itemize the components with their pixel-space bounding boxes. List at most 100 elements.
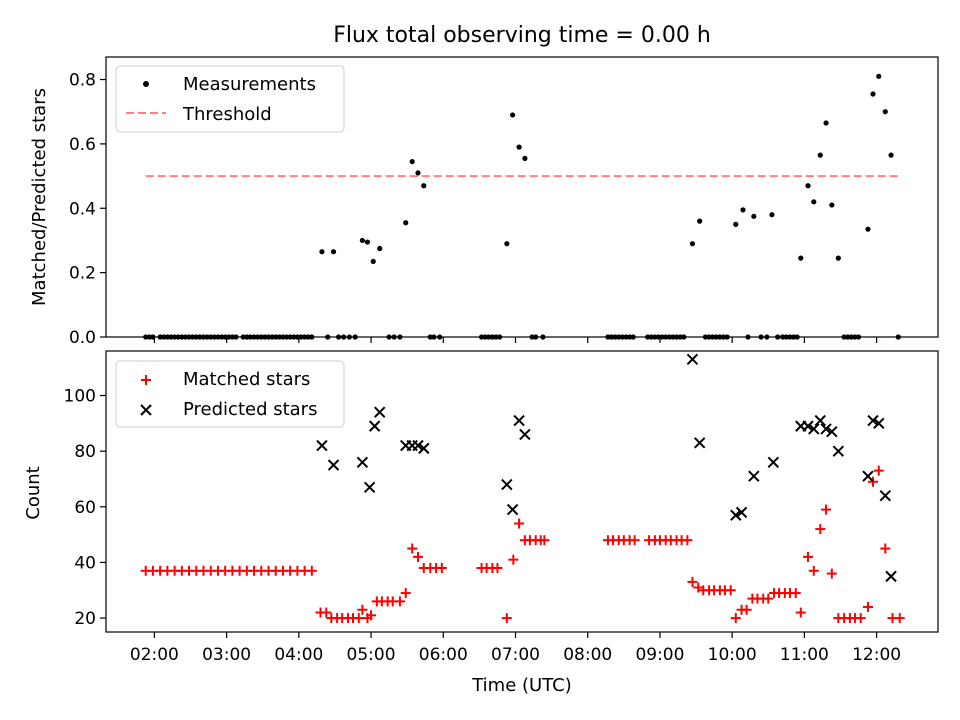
measurement-point: [330, 249, 337, 255]
legend-threshold-label: Threshold: [182, 104, 272, 125]
predicted-star-point: [885, 570, 897, 583]
matched-star-point: [306, 565, 317, 576]
measurement-point: [510, 112, 516, 118]
measurement-point: [882, 109, 888, 115]
x-tick-label: 12:00: [852, 645, 901, 665]
bottom-plot-marks: [140, 353, 905, 624]
x-tick-label: 11:00: [780, 645, 829, 665]
measurement-point: [421, 183, 427, 189]
legend-predicted-label: Predicted stars: [183, 399, 317, 420]
matched-star-point: [795, 607, 806, 618]
matched-legend-marker: [141, 375, 151, 385]
measurement-point: [740, 207, 746, 213]
matched-star-point: [514, 518, 525, 529]
bottom-x-ticks: 02:00 03:00 04:00 05:00 06:00 07:00 08:00 09:00…: [130, 632, 901, 665]
measurement-point: [522, 155, 528, 161]
matched-star-point: [629, 535, 640, 546]
measurement-point: [876, 73, 882, 79]
top-panel: Flux total observing time = 0.00 h Match…: [29, 23, 939, 348]
measurement-point: [811, 199, 817, 205]
matched-star-point: [682, 535, 693, 546]
x-tick-label: 09:00: [635, 645, 684, 665]
measurement-point: [823, 120, 829, 126]
chart-title: Flux total observing time = 0.00 h: [333, 23, 711, 48]
x-tick-label: 04:00: [274, 645, 323, 665]
matched-star-point: [868, 476, 878, 487]
measurement-point: [504, 241, 510, 247]
top-y-axis-label: Matched/Predicted stars: [29, 88, 50, 306]
predicted-star-point: [832, 445, 845, 457]
matched-star-point: [687, 576, 698, 587]
top-y-tick-label: 0.8: [69, 71, 96, 91]
predicted-star-point: [693, 437, 706, 449]
measurement-point: [835, 255, 841, 261]
measurement-point: [798, 255, 804, 261]
matched-star-point: [413, 551, 423, 562]
predicted-star-point: [767, 456, 780, 468]
top-axes-frame: [105, 56, 939, 338]
predicted-star-point: [735, 506, 748, 519]
x-tick-label: 03:00: [202, 645, 251, 665]
matched-star-point: [366, 610, 377, 621]
predicted-star-point: [501, 478, 513, 491]
predicted-star-point: [513, 414, 525, 427]
matched-star-point: [436, 563, 447, 574]
measurement-point: [319, 249, 325, 255]
matched-star-point: [693, 582, 704, 593]
predicted-star-point: [368, 420, 381, 432]
measurement-point: [829, 202, 835, 208]
bottom-y-tick-label: 20: [74, 609, 96, 629]
measurements-legend-marker: [143, 81, 149, 87]
measurement-point: [769, 212, 775, 218]
bottom-y-tick-label: 100: [64, 387, 96, 407]
predicted-star-point: [820, 423, 832, 435]
top-y-tick-label: 0.0: [69, 328, 96, 348]
measurement-point: [870, 91, 876, 97]
x-tick-label: 05:00: [347, 645, 396, 665]
x-tick-label: 08:00: [563, 645, 612, 665]
top-legend: Measurements Threshold: [115, 65, 345, 133]
bottom-y-ticks: 20 40 60 80 100: [64, 387, 106, 629]
predicted-star-point: [412, 439, 424, 452]
measurement-point: [415, 170, 421, 176]
top-legend-box: [115, 65, 345, 133]
top-x-ticks: [153, 337, 878, 343]
predicted-star-point: [802, 420, 814, 432]
bottom-axes-frame: [105, 350, 939, 633]
matched-star-point: [539, 535, 550, 546]
matched-star-point: [808, 565, 819, 576]
matched-star-point: [501, 613, 512, 624]
measurement-point: [697, 218, 703, 224]
predicted-star-point: [418, 442, 430, 455]
predicted-star-point: [879, 489, 891, 502]
matched-star-point: [492, 563, 503, 574]
measurement-point: [516, 144, 522, 150]
measurement-point: [377, 245, 383, 252]
matched-star-point: [815, 524, 826, 535]
top-y-ticks: 0.0 0.2 0.4 0.6 0.8: [69, 71, 106, 348]
predicted-star-point: [327, 459, 340, 471]
matched-star-point: [763, 593, 774, 604]
top-y-tick-label: 0.6: [69, 135, 96, 155]
predicted-legend-marker: [140, 404, 152, 416]
top-y-tick-label: 0.4: [69, 199, 96, 219]
matched-star-point: [790, 588, 801, 599]
predicted-star-point: [506, 503, 519, 516]
measurement-point: [403, 220, 409, 226]
predicted-star-point: [748, 470, 760, 482]
matched-star-point: [353, 613, 364, 624]
predicted-star-point: [686, 353, 699, 366]
predicted-star-point: [867, 414, 879, 427]
x-axis-label: Time (UTC): [471, 675, 572, 696]
predicted-star-point: [519, 428, 531, 441]
matched-star-point: [741, 604, 752, 615]
bottom-y-tick-label: 60: [74, 498, 96, 518]
bottom-y-axis-label: Count: [23, 466, 44, 519]
predicted-star-point: [808, 423, 820, 435]
matched-star-point: [826, 568, 837, 579]
matched-star-point: [321, 607, 332, 618]
predicted-star-point: [374, 406, 386, 418]
top-y-tick-label: 0.2: [69, 264, 96, 284]
